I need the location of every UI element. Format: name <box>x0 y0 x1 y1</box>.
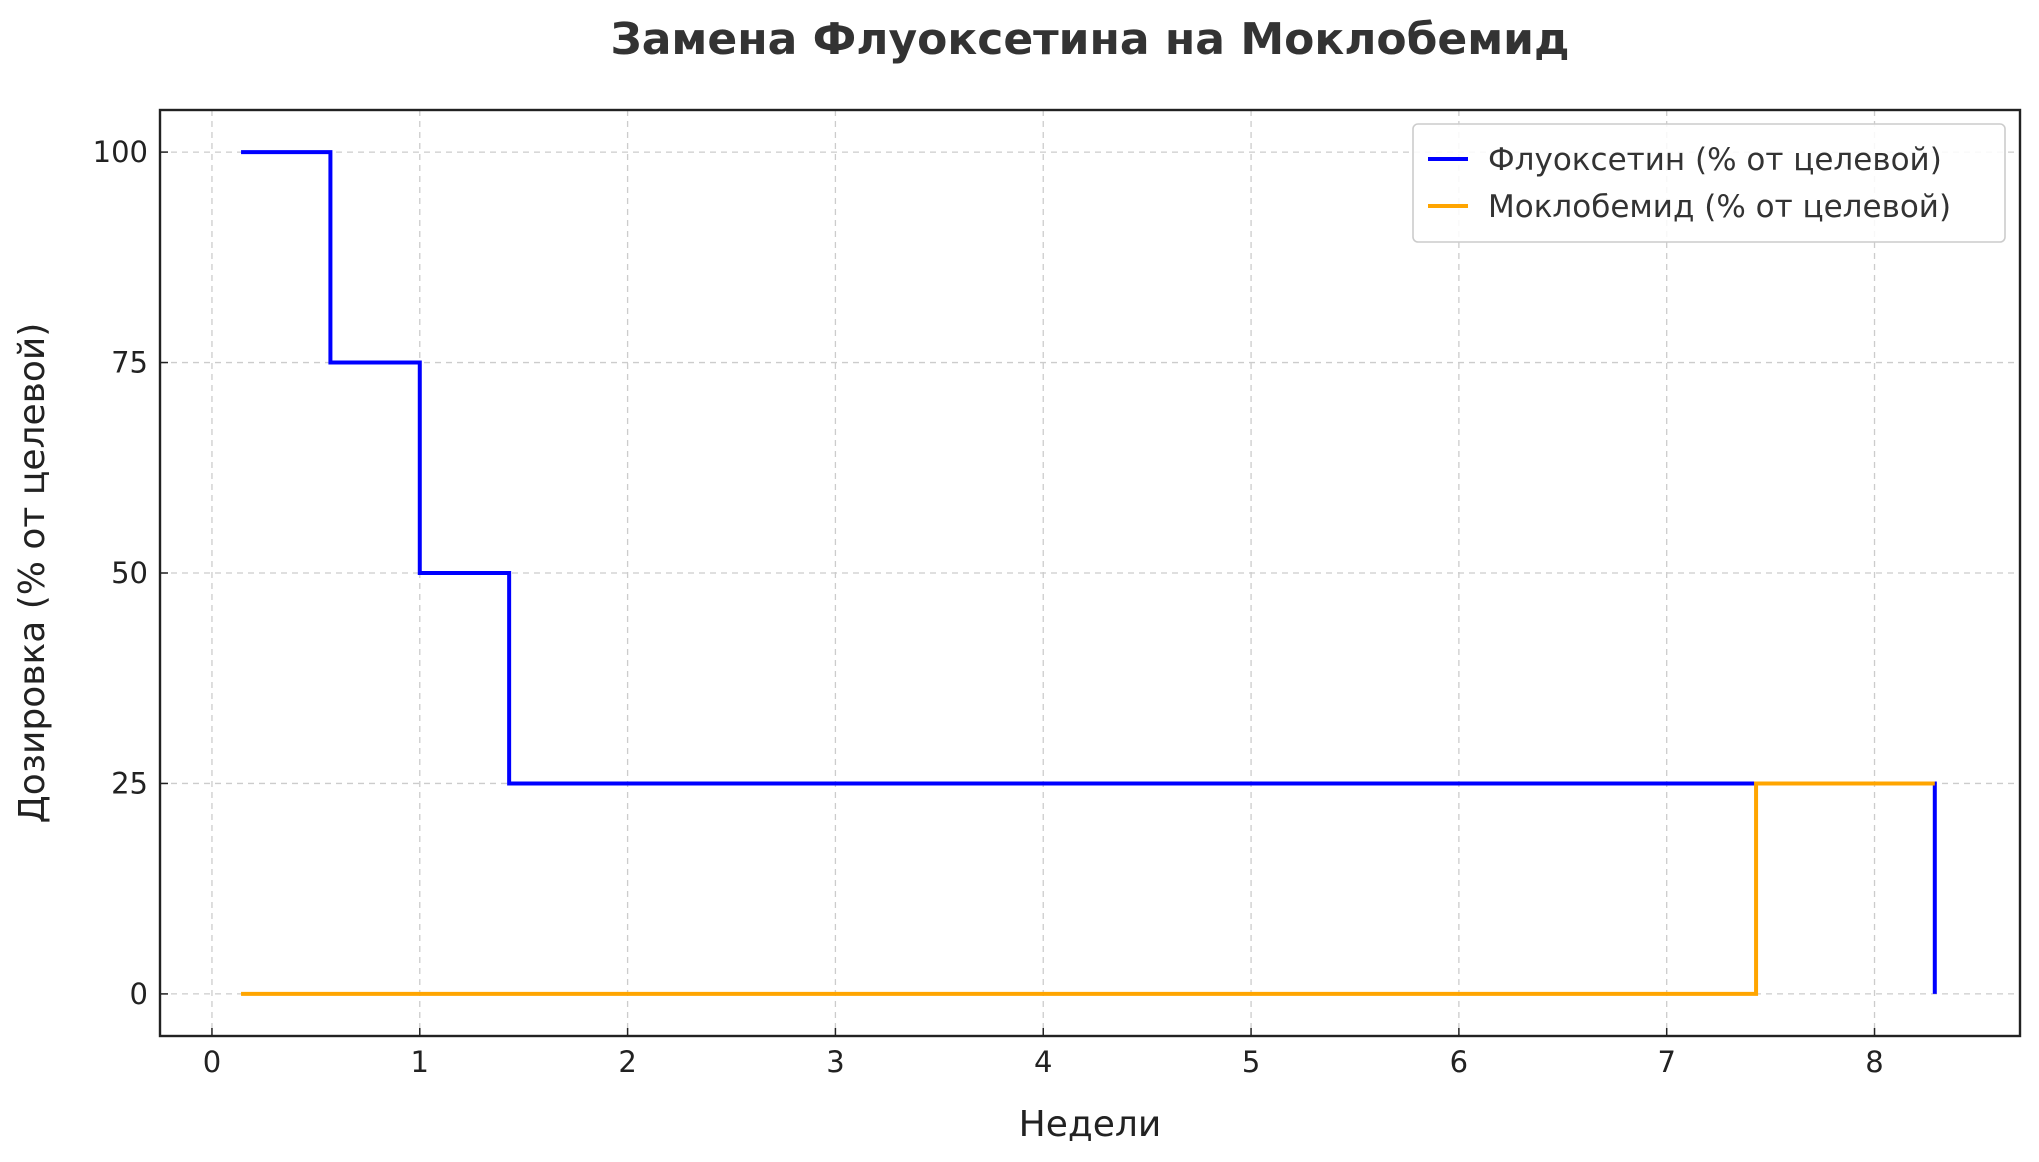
y-tick-label: 25 <box>111 766 148 800</box>
x-tick-label: 2 <box>618 1045 636 1079</box>
series-lines <box>241 150 1937 996</box>
y-tick-label: 100 <box>93 135 148 169</box>
x-tick-label: 8 <box>1865 1045 1883 1079</box>
legend-box <box>1412 123 2006 243</box>
x-tick-label: 6 <box>1450 1045 1468 1079</box>
y-tick-label: 0 <box>130 977 148 1011</box>
x-tick-label: 7 <box>1657 1045 1675 1079</box>
y-tick-label: 75 <box>111 346 148 380</box>
axis-ticks: 0 1 2 3 4 5 6 7 8 0 25 50 75 100 <box>93 135 1884 1079</box>
legend-label-fluoxetine: Флуоксетин (% от целевой) <box>1488 142 1942 178</box>
x-tick-label: 1 <box>411 1045 429 1079</box>
legend: Флуоксетин (% от целевой) Моклобемид (% … <box>1412 123 2006 243</box>
chart-title: Замена Флуоксетина на Моклобемид <box>610 14 1569 65</box>
x-tick-label: 0 <box>203 1045 221 1079</box>
fluoxetine-series-line <box>241 150 1937 994</box>
x-tick-label: 4 <box>1034 1045 1052 1079</box>
moclobemide-series-line <box>241 781 1935 996</box>
y-axis-label: Дозировка (% от целевой) <box>12 323 53 824</box>
x-tick-label: 3 <box>826 1045 844 1079</box>
x-tick-label: 5 <box>1242 1045 1260 1079</box>
legend-label-moclobemide: Моклобемид (% от целевой) <box>1488 189 1951 225</box>
y-tick-label: 50 <box>111 556 148 590</box>
x-axis-label: Недели <box>1019 1104 1162 1145</box>
